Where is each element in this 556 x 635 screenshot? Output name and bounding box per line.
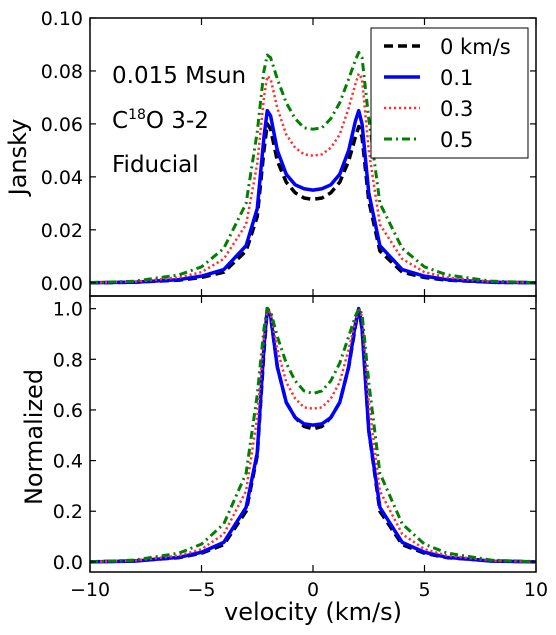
bottom-series-line-0 <box>89 306 537 564</box>
top-curves <box>89 50 537 285</box>
legend-frame <box>370 27 529 159</box>
bottom-x-tick-label-3: 5 <box>418 579 430 601</box>
top-series-line-2 <box>89 72 537 285</box>
top-y-tick-label-1: 0.02 <box>41 220 83 242</box>
legend-label-0: 0 km/s <box>440 35 511 59</box>
top-y-tick-label-4: 0.08 <box>41 61 83 83</box>
top-ticks: 0.00 0.02 0.04 0.06 0.08 0.10 <box>41 8 537 296</box>
bottom-series-line-1 <box>89 306 537 564</box>
top-series-line-3 <box>89 50 537 285</box>
legend: 0 km/s 0.1 0.3 0.5 <box>370 27 529 159</box>
top-y-tick-label-0: 0.00 <box>41 273 83 295</box>
bottom-x-tick-label-1: −5 <box>187 579 215 601</box>
legend-label-3: 0.5 <box>440 128 473 152</box>
top-y-tick-label-2: 0.04 <box>41 167 83 189</box>
line-annotation-sup: 18 <box>128 107 146 123</box>
bottom-x-tick-label-2: 0 <box>307 579 319 601</box>
bottom-series-line-2 <box>89 307 537 564</box>
top-series-line-0 <box>89 122 537 285</box>
bottom-x-tick-label-4: 10 <box>524 579 548 601</box>
legend-label-1: 0.1 <box>440 66 473 90</box>
bottom-y-tick-label-4: 0.8 <box>53 349 83 371</box>
legend-label-2: 0.3 <box>440 97 473 121</box>
bottom-panel: 0.0 0.2 0.4 0.6 0.8 1.0 −10 −5 0 5 10 Normalized v… <box>20 295 548 626</box>
bottom-x-tick-label-0: −10 <box>70 579 110 601</box>
bottom-y-tick-label-5: 1.0 <box>53 299 83 321</box>
mass-annotation: 0.015 Msun <box>112 63 246 89</box>
bottom-curves <box>89 306 537 564</box>
bottom-ticks: 0.0 0.2 0.4 0.6 0.8 1.0 −10 −5 0 5 10 <box>53 296 548 601</box>
line-annotation-suffix: O 3-2 <box>146 108 209 134</box>
top-series-line-1 <box>89 108 537 285</box>
bottom-y-axis-label: Normalized <box>20 369 48 505</box>
top-panel: 0.00 0.02 0.04 0.06 0.08 0.10 Jansky 0.015 Ms… <box>4 8 537 297</box>
line-annotation: C18O 3-2 <box>112 107 209 134</box>
top-y-tick-label-3: 0.06 <box>41 114 83 136</box>
top-y-tick-label-5: 0.10 <box>41 8 83 30</box>
bottom-y-tick-label-3: 0.6 <box>53 400 83 422</box>
bottom-axes-frame <box>89 295 537 573</box>
top-y-axis-label: Jansky <box>4 119 32 198</box>
bottom-y-tick-label-2: 0.4 <box>53 451 83 473</box>
model-annotation: Fiducial <box>112 152 199 178</box>
bottom-series-line-3 <box>89 307 537 564</box>
bottom-y-tick-label-1: 0.2 <box>53 501 83 523</box>
line-annotation-prefix: C <box>112 108 128 134</box>
bottom-y-tick-label-0: 0.0 <box>53 552 83 574</box>
x-axis-label: velocity (km/s) <box>224 598 402 626</box>
